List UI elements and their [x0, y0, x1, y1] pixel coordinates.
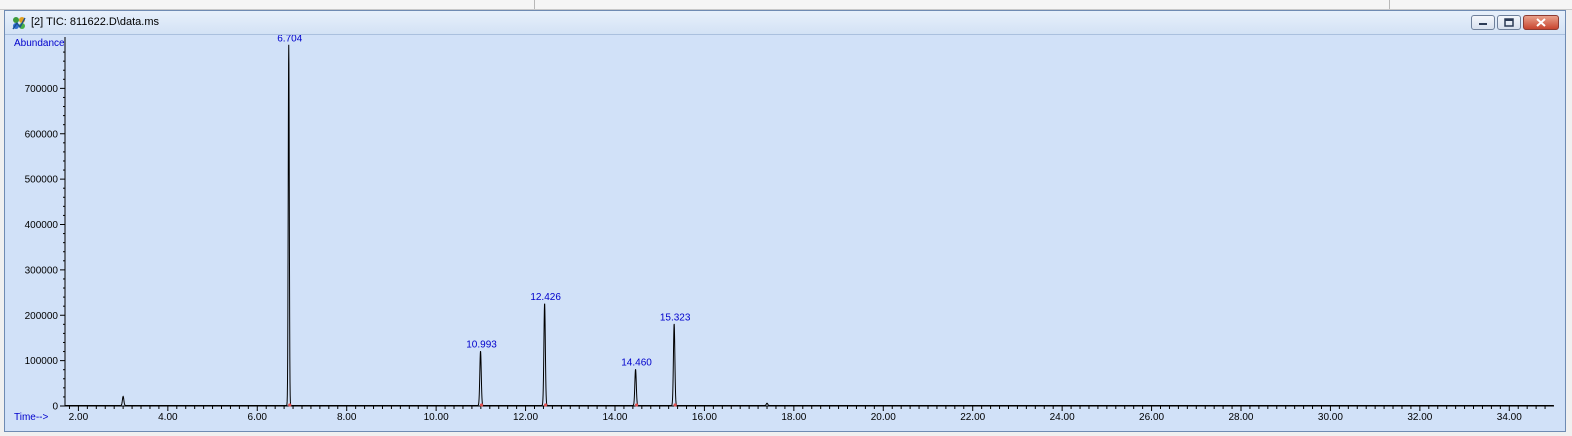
x-tick-label: 20.00	[871, 412, 896, 423]
y-tick-label: 500000	[25, 175, 59, 186]
peak-baseline-marker	[673, 403, 677, 407]
x-tick-label: 34.00	[1497, 412, 1522, 423]
y-tick-label: 700000	[25, 84, 59, 95]
chromatogram-chart[interactable]: 0 100000 200000 300000 400000 500000 600000 700…	[6, 33, 1564, 431]
maximize-button[interactable]	[1497, 15, 1521, 30]
x-tick-label: 26.00	[1139, 412, 1164, 423]
y-tick-label: 200000	[25, 311, 59, 322]
peak-label: 14.460	[621, 358, 652, 369]
y-tick-label: 0	[52, 402, 58, 413]
x-tick-label: 2.00	[69, 412, 89, 423]
x-tick-label: 14.00	[602, 412, 627, 423]
x-tick-label: 24.00	[1050, 412, 1075, 423]
x-tick-label: 28.00	[1228, 412, 1253, 423]
close-icon	[1536, 18, 1546, 27]
window-title: [2] TIC: 811622.D\data.ms	[31, 16, 159, 28]
peak-label: 10.993	[466, 340, 497, 351]
x-tick-label: 18.00	[781, 412, 806, 423]
y-tick-label: 400000	[25, 220, 59, 231]
chromatogram-app-icon	[11, 15, 27, 31]
y-axis-label: Abundance	[14, 38, 65, 49]
peak-baseline-marker	[544, 403, 548, 407]
minimize-icon	[1479, 23, 1487, 25]
peak-label: 6.704	[277, 35, 302, 44]
peak-label: 12.426	[530, 292, 561, 303]
x-tick-label: 12.00	[513, 412, 538, 423]
x-tick-label: 6.00	[248, 412, 268, 423]
x-axis-label: Time-->	[14, 412, 49, 423]
maximize-icon	[1504, 18, 1514, 27]
x-tick-label: 30.00	[1318, 412, 1343, 423]
x-tick-label: 22.00	[960, 412, 985, 423]
strip-divider	[534, 0, 535, 9]
chromatogram-plot-area[interactable]: 0 100000 200000 300000 400000 500000 600000 700…	[6, 33, 1564, 431]
y-tick-label: 300000	[25, 265, 59, 276]
x-tick-label: 16.00	[692, 412, 717, 423]
window-titlebar[interactable]: [2] TIC: 811622.D\data.ms	[5, 11, 1565, 35]
background-window-strip	[0, 0, 1572, 10]
x-tick-label: 8.00	[337, 412, 357, 423]
close-button[interactable]	[1523, 15, 1559, 30]
x-tick-label: 4.00	[158, 412, 178, 423]
minimize-button[interactable]	[1471, 15, 1495, 30]
chromatogram-window: [2] TIC: 811622.D\data.ms 0 100000 200000 3…	[4, 10, 1566, 432]
strip-divider	[1389, 0, 1390, 9]
x-tick-label: 32.00	[1407, 412, 1432, 423]
peak-label: 15.323	[660, 312, 691, 323]
peak-baseline-marker	[479, 403, 484, 407]
peak-baseline-marker	[634, 403, 639, 407]
peak-baseline-marker	[288, 403, 292, 407]
x-tick-label: 10.00	[424, 412, 449, 423]
tic-trace-line	[65, 44, 1554, 406]
y-tick-label: 100000	[25, 356, 59, 367]
y-tick-label: 600000	[25, 129, 59, 140]
